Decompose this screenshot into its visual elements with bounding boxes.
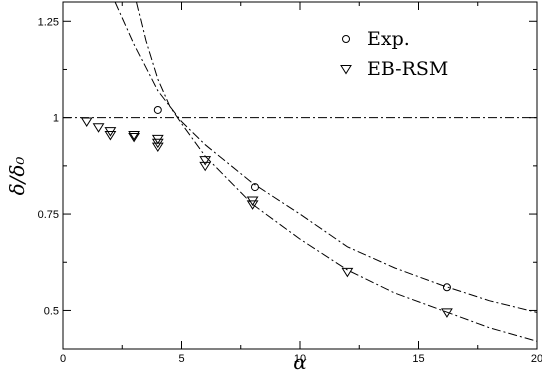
x-tick-label: 20 [531,353,542,365]
data-point-eb-rsm [199,161,212,172]
data-point-eb-rsm [80,117,93,127]
data-point-eb-rsm [441,308,453,318]
x-tick-label: 15 [412,353,424,365]
x-axis-label: α [293,350,307,371]
data-point-eb-rsm [341,267,354,278]
x-tick-label: 10 [294,353,306,365]
data-point-eb-rsm [199,156,212,166]
x-tick-label: 0 [60,353,66,365]
reference-curve-lower [136,1,538,342]
data-markers [80,105,453,318]
reference-lines [63,1,538,342]
y-tick-label: 1 [53,113,59,125]
reference-curve-upper [114,1,538,313]
y-axis-label-group: δ/δ₀ [5,157,29,196]
data-point-eb-rsm [128,132,141,143]
legend-label: EB-RSM [367,58,448,80]
plot-frame [62,1,538,350]
data-point-exp [250,183,259,192]
data-point-eb-rsm [246,200,259,210]
y-axis-label: δ/δ₀ [5,157,29,196]
data-point-exp [153,105,162,114]
plot-area: 0 5 10 15 20 0.5 0.75 1 1.25 [38,1,542,365]
data-point-eb-rsm [92,123,105,133]
y-tick-label: 0.5 [44,305,59,317]
x-tick-label: 5 [178,353,184,365]
legend: Exp. EB-RSM [340,28,448,80]
y-tick-label: 1.25 [38,16,59,28]
y-tick-label: 0.75 [38,209,59,221]
data-point-exp [442,283,451,292]
legend-marker-eb-rsm [340,65,352,75]
axis-ticks: 0 5 10 15 20 0.5 0.75 1 1.25 [38,2,542,365]
data-point-eb-rsm [104,131,117,141]
data-point-eb-rsm [128,131,141,141]
legend-label: Exp. [367,28,410,50]
data-point-eb-rsm [151,142,164,153]
legend-marker-exp [342,35,350,43]
